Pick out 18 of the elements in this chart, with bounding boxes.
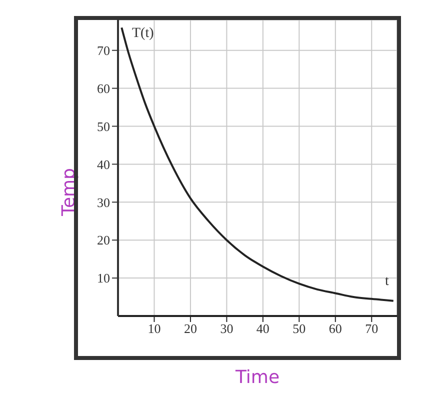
x-tick-label: 20 <box>184 321 197 336</box>
x-tick-label: 40 <box>256 321 270 336</box>
y-tick-label: 50 <box>97 118 110 134</box>
y-tick-label: 70 <box>97 42 110 58</box>
x-tick-label: 70 <box>365 321 378 336</box>
y-tick-label: 40 <box>97 156 110 172</box>
x-tick-label: 10 <box>148 321 161 336</box>
x-tick-label: 50 <box>292 321 306 336</box>
x-tick-label: 30 <box>220 321 234 336</box>
line-series <box>120 26 394 302</box>
x-axis-title: Time <box>234 366 280 388</box>
y-tick-label: 10 <box>97 270 110 286</box>
y-tick-label: 60 <box>97 80 110 96</box>
y-tick-label: 20 <box>97 232 110 248</box>
x-tick-label: 60 <box>328 321 342 336</box>
annotation: T(t) <box>132 26 154 42</box>
annotation: t <box>385 274 389 290</box>
y-tick-label: 30 <box>97 194 110 210</box>
